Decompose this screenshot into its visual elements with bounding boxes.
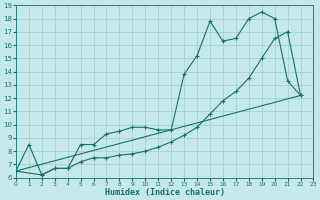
- X-axis label: Humidex (Indice chaleur): Humidex (Indice chaleur): [105, 188, 225, 197]
